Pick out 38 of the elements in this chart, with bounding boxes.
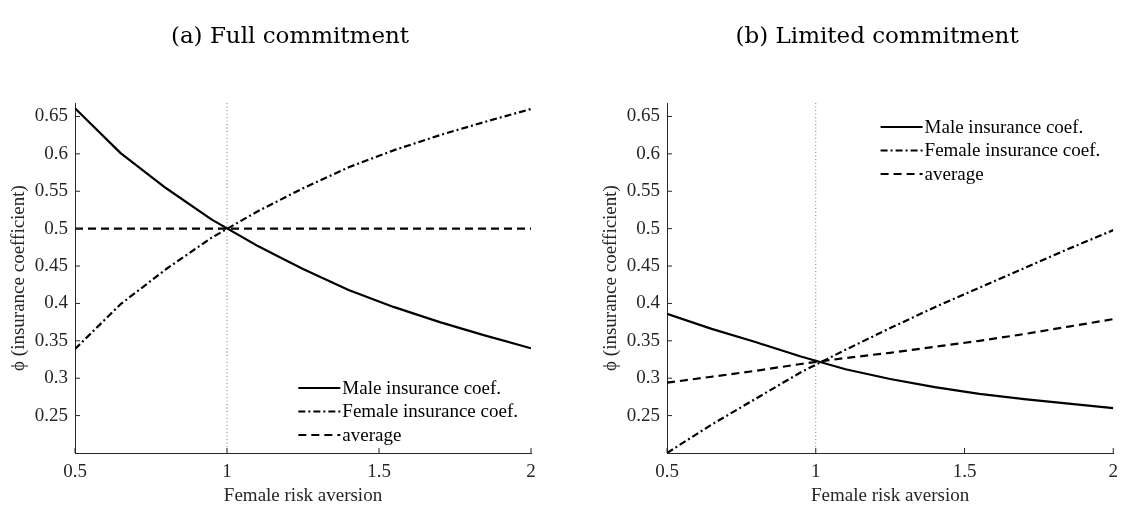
legend-label: Male insurance coef. [342, 376, 502, 398]
x-tick-label: 1.5 [952, 460, 977, 482]
chart-title: (a) Full commitment [170, 21, 410, 48]
x-tick-label: 1.5 [367, 460, 391, 482]
y-tick-label: 0.55 [626, 179, 660, 201]
x-tick-label: 0.5 [63, 460, 87, 482]
y-tick-label: 0.3 [44, 366, 68, 388]
x-tick-label: 1 [222, 460, 232, 482]
y-tick-label: 0.45 [626, 254, 660, 276]
y-tick-label: 0.25 [34, 403, 68, 425]
y-tick-label: 0.45 [34, 254, 68, 276]
y-tick-label: 0.35 [34, 328, 68, 350]
x-tick-label: 1 [811, 460, 821, 482]
y-axis-title: ϕ (insurance coefficient) [599, 185, 622, 371]
x-tick-label: 0.5 [655, 460, 679, 482]
chart-title: (b) Limited commitment [735, 21, 1020, 48]
legend-label: average [342, 423, 402, 445]
x-axis-title: Female risk aversion [810, 483, 970, 505]
legend-label: Female insurance coef. [342, 400, 519, 422]
y-tick-label: 0.3 [636, 366, 660, 388]
x-tick-label: 2 [526, 460, 536, 482]
x-axis-title: Female risk aversion [223, 483, 383, 505]
y-tick-label: 0.55 [34, 179, 68, 201]
y-tick-label: 0.4 [44, 291, 69, 313]
y-tick-label: 0.65 [34, 104, 68, 126]
y-tick-label: 0.6 [636, 141, 660, 163]
y-tick-label: 0.25 [626, 403, 660, 425]
legend-label: Male insurance coef. [924, 115, 1084, 137]
y-tick-label: 0.6 [44, 141, 68, 163]
y-tick-label: 0.5 [636, 216, 660, 238]
x-tick-label: 2 [1108, 460, 1118, 482]
y-tick-label: 0.5 [44, 216, 68, 238]
legend-label: average [924, 162, 984, 184]
legend-label: Female insurance coef. [924, 139, 1101, 161]
y-tick-label: 0.4 [636, 291, 661, 313]
y-axis-title: ϕ (insurance coefficient) [7, 185, 30, 371]
y-tick-label: 0.35 [626, 328, 660, 350]
y-tick-label: 0.65 [626, 104, 660, 126]
